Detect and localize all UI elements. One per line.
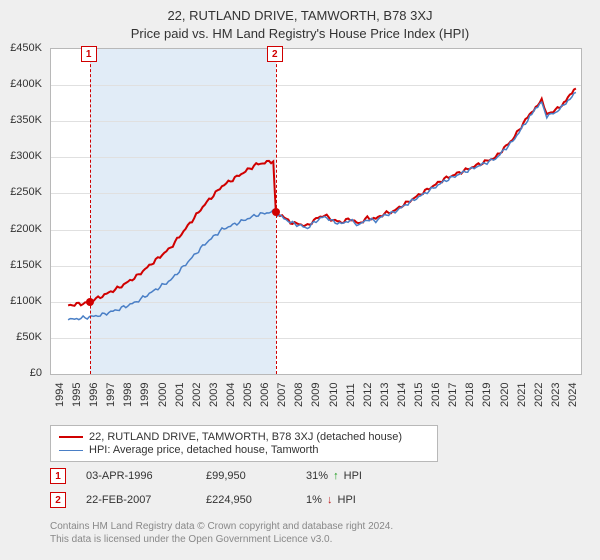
chart-title-address: 22, RUTLAND DRIVE, TAMWORTH, B78 3XJ bbox=[0, 8, 600, 23]
x-tick-label: 2020 bbox=[499, 383, 511, 407]
x-tick-label: 2022 bbox=[533, 383, 545, 407]
legend-item-property: 22, RUTLAND DRIVE, TAMWORTH, B78 3XJ (de… bbox=[59, 431, 429, 443]
sale-diff: 1% ↓ HPI bbox=[306, 494, 386, 506]
y-tick-label: £100K bbox=[2, 295, 42, 307]
y-tick-label: £450K bbox=[2, 42, 42, 54]
x-tick-label: 2014 bbox=[396, 383, 408, 407]
sale-vline bbox=[90, 49, 91, 374]
sale-row-marker: 2 bbox=[50, 492, 66, 508]
legend-swatch-hpi bbox=[59, 450, 83, 451]
x-tick-label: 2005 bbox=[242, 383, 254, 407]
legend: 22, RUTLAND DRIVE, TAMWORTH, B78 3XJ (de… bbox=[50, 425, 438, 462]
sale-date: 03-APR-1996 bbox=[86, 470, 206, 482]
sale-date: 22-FEB-2007 bbox=[86, 494, 206, 506]
line-layer bbox=[51, 49, 581, 374]
sale-marker-box: 1 bbox=[81, 46, 97, 62]
x-tick-label: 2007 bbox=[276, 383, 288, 407]
x-tick-label: 1999 bbox=[139, 383, 151, 407]
y-tick-label: £400K bbox=[2, 78, 42, 90]
x-tick-label: 2003 bbox=[208, 383, 220, 407]
x-tick-label: 2006 bbox=[259, 383, 271, 407]
x-tick-label: 1995 bbox=[71, 383, 83, 407]
x-tick-label: 2011 bbox=[345, 383, 357, 407]
x-tick-label: 2016 bbox=[430, 383, 442, 407]
x-tick-label: 2002 bbox=[191, 383, 203, 407]
x-tick-label: 2013 bbox=[379, 383, 391, 407]
x-tick-label: 2001 bbox=[174, 383, 186, 407]
legend-label-hpi: HPI: Average price, detached house, Tamw… bbox=[89, 444, 319, 456]
x-tick-label: 1998 bbox=[122, 383, 134, 407]
x-tick-label: 2018 bbox=[464, 383, 476, 407]
sale-diff: 31% ↑ HPI bbox=[306, 470, 386, 482]
x-tick-label: 2023 bbox=[550, 383, 562, 407]
y-tick-label: £50K bbox=[2, 331, 42, 343]
plot-area bbox=[50, 48, 582, 375]
y-tick-label: £150K bbox=[2, 259, 42, 271]
y-tick-label: £300K bbox=[2, 150, 42, 162]
footer-line2: This data is licensed under the Open Gov… bbox=[50, 533, 393, 546]
x-tick-label: 2015 bbox=[413, 383, 425, 407]
x-tick-label: 2024 bbox=[567, 383, 579, 407]
sale-point bbox=[272, 208, 280, 216]
x-tick-label: 1997 bbox=[105, 383, 117, 407]
x-tick-label: 2017 bbox=[447, 383, 459, 407]
sale-price: £224,950 bbox=[206, 494, 306, 506]
footer: Contains HM Land Registry data © Crown c… bbox=[50, 520, 393, 546]
sale-row: 1 03-APR-1996£99,95031% ↑ HPI bbox=[50, 468, 386, 484]
arrow-down-icon: ↓ bbox=[327, 494, 333, 506]
x-tick-label: 1996 bbox=[88, 383, 100, 407]
x-tick-label: 2010 bbox=[328, 383, 340, 407]
x-tick-label: 1994 bbox=[54, 383, 66, 407]
sale-row: 2 22-FEB-2007£224,9501% ↓ HPI bbox=[50, 492, 386, 508]
legend-swatch-property bbox=[59, 436, 83, 438]
x-tick-label: 2019 bbox=[481, 383, 493, 407]
legend-item-hpi: HPI: Average price, detached house, Tamw… bbox=[59, 444, 429, 456]
y-tick-label: £250K bbox=[2, 186, 42, 198]
arrow-up-icon: ↑ bbox=[333, 470, 339, 482]
chart-root: 22, RUTLAND DRIVE, TAMWORTH, B78 3XJ Pri… bbox=[0, 0, 600, 560]
x-tick-label: 2004 bbox=[225, 383, 237, 407]
sale-marker-box: 2 bbox=[267, 46, 283, 62]
y-tick-label: £0 bbox=[2, 367, 42, 379]
sale-price: £99,950 bbox=[206, 470, 306, 482]
footer-line1: Contains HM Land Registry data © Crown c… bbox=[50, 520, 393, 533]
x-tick-label: 2021 bbox=[516, 383, 528, 407]
series-property bbox=[68, 89, 576, 306]
series-hpi bbox=[68, 92, 576, 319]
y-tick-label: £350K bbox=[2, 114, 42, 126]
x-tick-label: 2000 bbox=[157, 383, 169, 407]
sale-point bbox=[86, 298, 94, 306]
x-tick-label: 2012 bbox=[362, 383, 374, 407]
x-tick-label: 2008 bbox=[293, 383, 305, 407]
y-tick-label: £200K bbox=[2, 223, 42, 235]
legend-label-property: 22, RUTLAND DRIVE, TAMWORTH, B78 3XJ (de… bbox=[89, 431, 402, 443]
sale-row-marker: 1 bbox=[50, 468, 66, 484]
chart-title-sub: Price paid vs. HM Land Registry's House … bbox=[0, 26, 600, 41]
x-tick-label: 2009 bbox=[310, 383, 322, 407]
